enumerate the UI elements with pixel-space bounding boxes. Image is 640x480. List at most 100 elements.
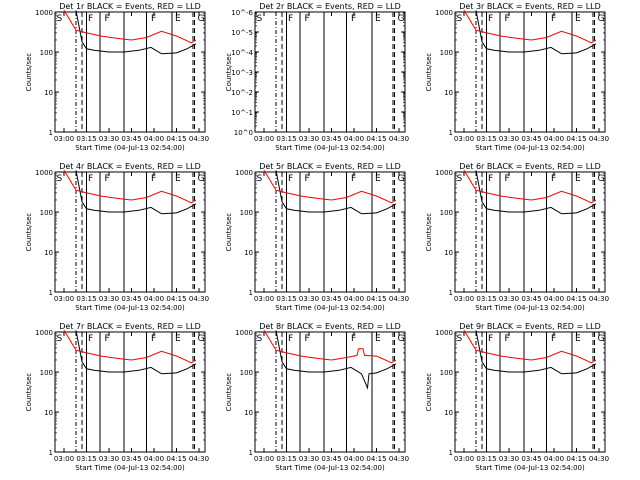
x-tick-label: 03:45 [521,295,541,303]
segment-marker-label: S [257,174,263,184]
x-tick-label: 03:15 [76,135,96,143]
segment-marker-label: G [398,14,405,24]
y-tick-label: 1000 [435,9,453,17]
x-tick-label: 04:00 [544,295,564,303]
x-axis-label: Start Time (04-Jul-13 02:54:00) [475,304,585,312]
y-tick-label: 100 [240,369,253,377]
x-tick-label: 04:15 [566,295,586,303]
chart-title: Det 5r BLACK = Events, RED = LLD [259,162,401,171]
x-tick-label: 04:30 [589,455,609,463]
y-tick-label: 10 [444,89,453,97]
x-tick-label: 03:15 [476,135,496,143]
x-tick-label: 03:45 [321,295,341,303]
y-tick-label: 100 [440,209,453,217]
segment-marker-label: F [88,334,93,344]
x-tick-label: 03:45 [121,135,141,143]
y-tick-label: 10^-2 [231,89,253,97]
x-axis-label: Start Time (04-Jul-13 02:54:00) [75,304,185,312]
segment-marker-label: F [305,174,310,184]
series-line-events [475,10,597,55]
x-tick-label: 03:00 [254,135,274,143]
x-tick-label: 04:30 [389,135,409,143]
x-tick-label: 03:30 [499,135,519,143]
x-tick-label: 04:15 [166,295,186,303]
x-tick-label: 03:00 [454,455,474,463]
segment-marker-label: F [351,334,356,344]
segment-marker-label: E [575,14,581,24]
y-axis-label: Counts/sec [25,213,33,252]
x-tick-label: 03:30 [99,455,119,463]
y-tick-label: 1 [449,449,453,457]
x-tick-label: 04:15 [166,455,186,463]
segment-marker-label: F [305,334,310,344]
y-axis-label: Counts/sec [225,53,233,92]
x-tick-label: 03:15 [476,455,496,463]
y-tick-label: 1 [49,129,53,137]
y-axis-label: Counts/sec [225,213,233,252]
y-tick-label: 100 [40,49,53,57]
segment-marker-label: S [457,334,463,344]
series-line-lld [263,330,397,364]
x-axis-label: Start Time (04-Jul-13 02:54:00) [75,144,185,152]
y-tick-label: 1000 [235,169,253,177]
y-tick-label: 1000 [35,169,53,177]
segment-marker-label: F [505,334,510,344]
y-axis-label: Counts/sec [225,373,233,412]
series-line-lld [63,330,197,364]
x-tick-label: 03:15 [276,455,296,463]
segment-marker-label: S [257,14,263,24]
segment-marker-label: S [57,14,63,24]
x-tick-label: 03:45 [321,455,341,463]
x-tick-label: 03:00 [454,295,474,303]
segment-marker-label: F [88,14,93,24]
chart-panel-8: Det 8r BLACK = Events, RED = LLD 1 10 100 10… [225,322,409,472]
plot-frame [54,11,206,133]
x-tick-label: 04:30 [389,295,409,303]
x-axis-label: Start Time (04-Jul-13 02:54:00) [475,464,585,472]
segment-marker-label: F [488,334,493,344]
y-tick-label: 10 [244,249,253,257]
chart-title: Det 1r BLACK = Events, RED = LLD [59,2,201,11]
chart-panel-1: Det 1r BLACK = Events, RED = LLD 1 10 100 10… [25,2,209,152]
x-tick-label: 04:30 [389,455,409,463]
y-tick-label: 10 [444,249,453,257]
chart-title: Det 6r BLACK = Events, RED = LLD [459,162,601,171]
y-tick-label: 1000 [35,9,53,17]
y-tick-label: 10^-5 [231,29,253,37]
chart-title: Det 2r BLACK = Events, RED = LLD [259,2,401,11]
y-tick-label: 1000 [235,329,253,337]
y-tick-label: 1000 [435,169,453,177]
x-tick-label: 03:45 [521,135,541,143]
plot-frame [254,171,406,293]
x-axis-label: Start Time (04-Jul-13 02:54:00) [475,144,585,152]
series-line-events [275,330,397,390]
x-axis-label: Start Time (04-Jul-13 02:54:00) [275,304,385,312]
x-tick-label: 03:45 [121,455,141,463]
segment-marker-label: F [551,334,556,344]
x-tick-label: 04:30 [189,455,209,463]
x-tick-label: 03:30 [299,295,319,303]
segment-marker-label: F [351,14,356,24]
segment-marker-label: E [375,14,381,24]
x-tick-label: 04:00 [344,455,364,463]
x-tick-label: 04:00 [344,135,364,143]
y-axis-label: Counts/sec [425,53,433,92]
chart-panel-9: Det 9r BLACK = Events, RED = LLD 1 10 100 10… [425,322,609,472]
segment-marker-label: F [351,174,356,184]
segment-marker-label: F [488,174,493,184]
segment-marker-label: G [598,174,605,184]
x-tick-label: 04:00 [144,455,164,463]
x-tick-label: 03:00 [54,455,74,463]
x-tick-label: 04:00 [344,295,364,303]
x-tick-label: 04:15 [366,455,386,463]
segment-marker-label: F [288,174,293,184]
y-axis-label: Counts/sec [25,373,33,412]
segment-marker-label: S [57,334,63,344]
series-line-lld [463,330,597,364]
y-tick-label: 100 [440,369,453,377]
y-tick-label: 1 [49,289,53,297]
y-axis-label: Counts/sec [425,373,433,412]
y-tick-label: 10 [44,249,53,257]
segment-marker-label: F [151,14,156,24]
chart-title: Det 3r BLACK = Events, RED = LLD [459,2,601,11]
